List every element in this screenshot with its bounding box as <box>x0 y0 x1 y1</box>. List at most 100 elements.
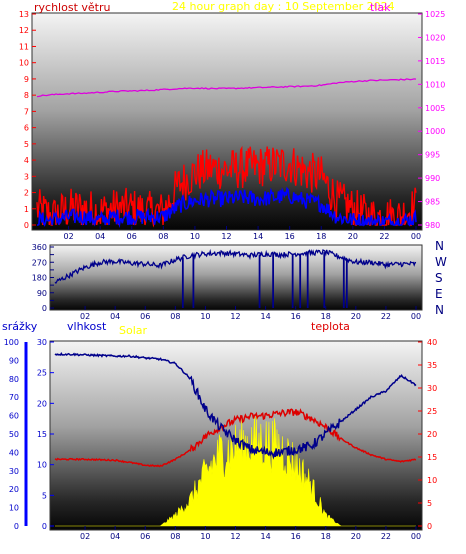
x-tick-label: 12 <box>230 312 240 321</box>
compass-e: E <box>435 287 443 301</box>
direction-y-tick-label: 90 <box>37 289 47 298</box>
wind-direction-panel <box>50 245 422 310</box>
x-tick-label: 06 <box>140 532 150 541</box>
pressure-y-tick-label: 985 <box>425 198 440 207</box>
pressure-y-tick-label: 1000 <box>425 127 445 136</box>
pressure-y-tick-label: 1015 <box>425 57 445 66</box>
wind-y-tick-label: 12 <box>19 26 29 35</box>
x-tick-label: 10 <box>200 532 210 541</box>
chart-title: 24 hour graph day : 10 September 2024 <box>172 0 395 13</box>
x-tick-label: 16 <box>285 232 295 241</box>
temperature-y-tick-label: 30 <box>427 384 437 393</box>
rain-y-tick-label: 0 <box>14 522 19 531</box>
x-tick-label: 06 <box>140 312 150 321</box>
temperature-y-tick-label: 10 <box>427 476 437 485</box>
temperature-y-tick-label: 35 <box>427 361 437 370</box>
humidity-y-tick-label: 15 <box>37 430 47 439</box>
compass-n-bottom: N <box>435 303 444 317</box>
direction-y-tick-label: 0 <box>42 304 47 313</box>
rain-y-tick-label: 40 <box>9 448 19 457</box>
temperature-y-tick-label: 40 <box>427 338 437 347</box>
x-tick-label: 12 <box>230 532 240 541</box>
rain-y-tick-label: 80 <box>9 375 19 384</box>
x-tick-label: 00 <box>411 312 421 321</box>
wind-y-tick-label: 7 <box>24 107 29 116</box>
x-tick-label: 18 <box>321 532 331 541</box>
wind-y-tick-label: 13 <box>19 10 29 19</box>
x-tick-label: 22 <box>379 232 389 241</box>
wind-y-tick-label: 0 <box>24 221 29 230</box>
x-tick-label: 14 <box>260 312 270 321</box>
x-tick-label: 00 <box>411 532 421 541</box>
temperature-y-tick-label: 25 <box>427 407 437 416</box>
x-tick-label: 02 <box>80 312 90 321</box>
x-tick-label: 16 <box>291 532 301 541</box>
pressure-y-tick-label: 1005 <box>425 104 445 113</box>
rain-y-tick-label: 100 <box>4 338 19 347</box>
x-tick-label: 08 <box>158 232 168 241</box>
x-tick-label: 12 <box>221 232 231 241</box>
x-tick-label: 02 <box>80 532 90 541</box>
wind-y-tick-label: 2 <box>24 189 29 198</box>
temperature-label: teplota <box>311 320 350 333</box>
x-tick-label: 18 <box>316 232 326 241</box>
humidity-series <box>54 352 417 460</box>
direction-y-tick-label: 360 <box>32 243 47 252</box>
pressure-y-tick-label: 1025 <box>425 10 445 19</box>
solar-label: Solar <box>119 324 148 337</box>
humidity-label: vlhkost <box>67 320 107 333</box>
pressure-y-tick-label: 1020 <box>425 33 445 42</box>
x-tick-label: 14 <box>260 532 270 541</box>
x-tick-label: 02 <box>63 232 73 241</box>
wind-y-tick-label: 8 <box>24 91 29 100</box>
x-tick-label: 08 <box>170 532 180 541</box>
compass-s: S <box>435 271 443 285</box>
pressure-y-tick-label: 995 <box>425 151 440 160</box>
x-tick-label: 20 <box>348 232 358 241</box>
wind-avg-series <box>37 186 417 229</box>
temperature-y-tick-label: 0 <box>427 522 432 531</box>
pressure-y-tick-label: 1010 <box>425 80 445 89</box>
direction-y-tick-label: 180 <box>32 274 47 283</box>
rain-y-tick-label: 70 <box>9 393 19 402</box>
x-tick-label: 10 <box>200 312 210 321</box>
temperature-y-tick-label: 15 <box>427 453 437 462</box>
rain-y-tick-label: 10 <box>9 504 19 513</box>
rain-y-tick-label: 30 <box>9 467 19 476</box>
x-tick-label: 22 <box>381 532 391 541</box>
humidity-y-tick-label: 20 <box>37 399 47 408</box>
x-tick-label: 00 <box>411 232 421 241</box>
x-tick-label: 22 <box>381 312 391 321</box>
x-tick-label: 04 <box>110 312 120 321</box>
x-tick-label: 16 <box>291 312 301 321</box>
x-tick-label: 20 <box>351 312 361 321</box>
x-tick-label: 18 <box>321 312 331 321</box>
x-tick-label: 04 <box>110 532 120 541</box>
wind-speed-label: rychlost větru <box>34 1 110 14</box>
wind-y-tick-label: 1 <box>24 205 29 214</box>
humidity-y-tick-label: 0 <box>42 522 47 531</box>
humidity-y-tick-label: 5 <box>42 491 47 500</box>
temperature-y-tick-label: 5 <box>427 499 432 508</box>
x-tick-label: 06 <box>127 232 137 241</box>
x-tick-label: 10 <box>190 232 200 241</box>
x-tick-label: 04 <box>95 232 105 241</box>
pressure-series <box>36 78 417 98</box>
pressure-label: tlak <box>370 1 391 14</box>
rain-y-tick-label: 60 <box>9 412 19 421</box>
humidity-y-tick-label: 30 <box>37 338 47 347</box>
x-tick-label: 20 <box>351 532 361 541</box>
wind-y-tick-label: 4 <box>24 156 29 165</box>
humidity-y-tick-label: 25 <box>37 369 47 378</box>
humidity-y-tick-label: 10 <box>37 461 47 470</box>
temperature-series <box>54 408 417 468</box>
wind-y-tick-label: 6 <box>24 124 29 133</box>
rain-label: srážky <box>2 320 38 333</box>
wind-y-tick-label: 9 <box>24 75 29 84</box>
pressure-y-tick-label: 990 <box>425 174 440 183</box>
temperature-y-tick-label: 20 <box>427 430 437 439</box>
direction-y-tick-label: 270 <box>32 258 47 267</box>
x-tick-label: 08 <box>170 312 180 321</box>
